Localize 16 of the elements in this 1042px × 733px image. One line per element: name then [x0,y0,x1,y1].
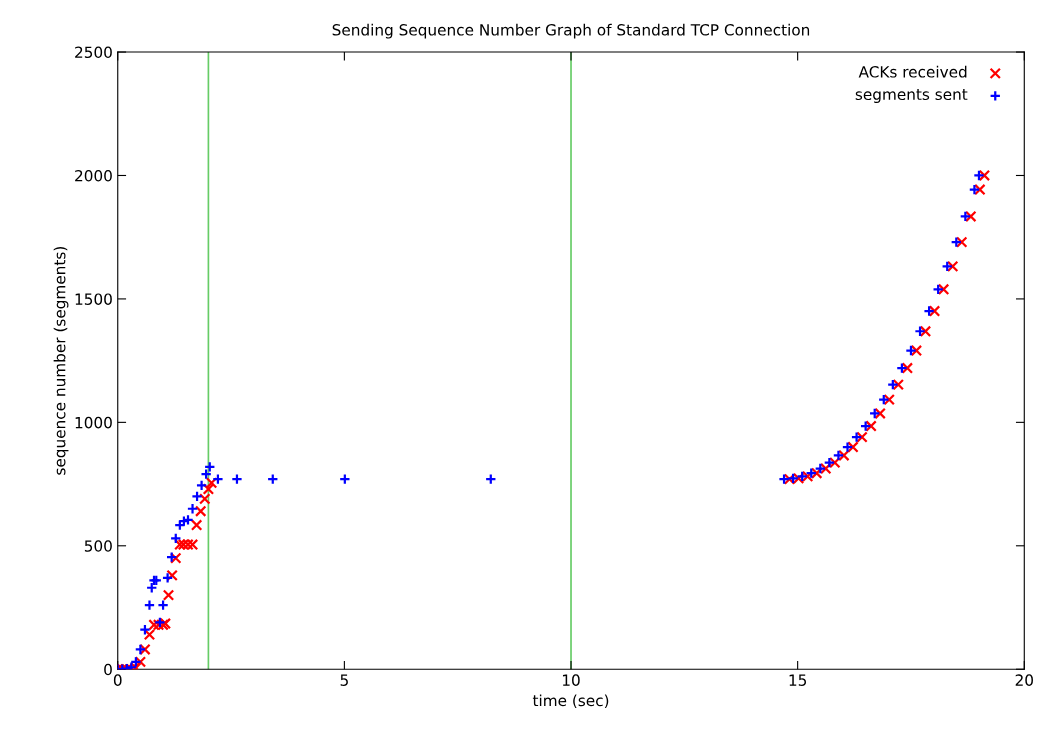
chart-title: Sending Sequence Number Graph of Standard TCP Connection [332,23,810,39]
y-tick-label: 0 [104,663,112,676]
x-tick-label: 0 [113,674,122,686]
y-tick-label: 2500 [75,46,112,59]
y-axis-title: sequence number (segments) [53,247,69,475]
x-tick-label: 15 [789,674,807,686]
x-tick-label: 20 [1015,674,1033,686]
y-tick-label: 1500 [75,293,112,305]
legend-label: segments sent [855,89,968,103]
x-tick-label: 10 [562,674,580,686]
y-tick-label: 500 [84,540,112,552]
x-axis-title: time (sec) [532,694,609,709]
y-tick-label: 2000 [75,169,112,182]
x-tick-label: 5 [340,674,348,686]
legend-label: ACKs received [858,65,967,78]
y-tick-label: 1000 [75,416,112,429]
